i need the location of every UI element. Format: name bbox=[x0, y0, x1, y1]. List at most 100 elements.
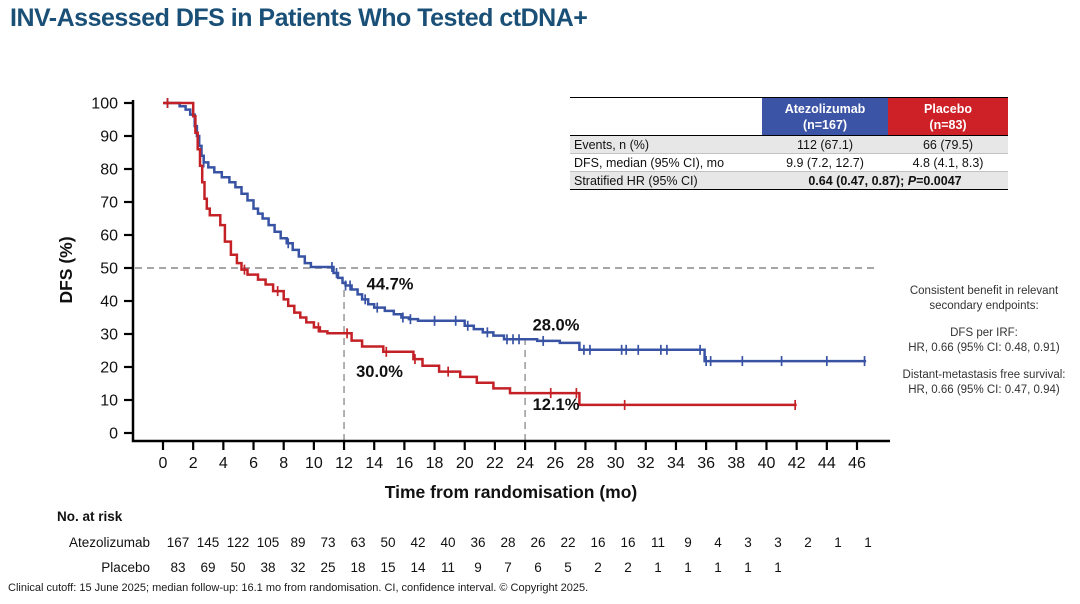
x-tick-label: 20 bbox=[456, 455, 474, 472]
x-tick-label: 0 bbox=[159, 455, 168, 472]
at-risk-value: 40 bbox=[440, 535, 455, 550]
at-risk-value: 38 bbox=[260, 560, 275, 575]
at-risk-value: 11 bbox=[651, 535, 665, 550]
axis-spines bbox=[131, 100, 890, 443]
at-risk-value: 3 bbox=[774, 535, 782, 550]
x-tick-label: 44 bbox=[818, 455, 836, 472]
y-tick-label: 90 bbox=[100, 129, 118, 146]
at-risk-value: 26 bbox=[530, 535, 545, 550]
x-tick-label: 12 bbox=[335, 455, 353, 472]
x-tick-label: 40 bbox=[758, 455, 776, 472]
at-risk-value: 16 bbox=[620, 535, 635, 550]
at-risk-value: 145 bbox=[197, 535, 220, 550]
row-median-label: DFS, median (95% CI), mo bbox=[574, 155, 725, 170]
x-tick-label: 16 bbox=[395, 455, 413, 472]
table-row-median-dfs: DFS, median (95% CI), mo 9.9 (7.2, 12.7)… bbox=[570, 153, 1008, 171]
at-risk-value: 6 bbox=[534, 560, 542, 575]
x-tick-label: 6 bbox=[249, 455, 258, 472]
km-curve-atezolizumab bbox=[163, 101, 867, 363]
summary-table-col-atezolizumab: Atezolizumab (n=167) bbox=[762, 98, 888, 135]
at-risk-value: 63 bbox=[350, 535, 365, 550]
summary-table: Atezolizumab (n=167) Placebo (n=83) Even… bbox=[570, 97, 1008, 190]
y-tick-label: 100 bbox=[91, 96, 118, 113]
at-risk-value: 167 bbox=[167, 535, 190, 550]
side-note-dfs-irf-value: HR, 0.66 (95% CI: 0.48, 0.91) bbox=[908, 341, 1060, 354]
at-risk-value: 1 bbox=[744, 560, 752, 575]
at-risk-value: 7 bbox=[504, 560, 512, 575]
x-axis-title: Time from randomisation (mo) bbox=[385, 482, 637, 502]
side-note-dfs-irf-label: DFS per IRF: bbox=[950, 326, 1018, 339]
at-risk-value: 22 bbox=[560, 535, 575, 550]
y-tick-label: 50 bbox=[100, 261, 118, 278]
summary-table-header: Atezolizumab (n=167) Placebo (n=83) bbox=[570, 98, 1008, 136]
y-tick-label: 10 bbox=[100, 393, 118, 410]
spacer bbox=[888, 356, 1080, 368]
at-risk-value: 122 bbox=[227, 535, 250, 550]
col-atezolizumab-label: Atezolizumab bbox=[784, 102, 866, 116]
at-risk-value: 3 bbox=[744, 535, 752, 550]
at-risk-value: 50 bbox=[230, 560, 245, 575]
x-tick-label: 46 bbox=[848, 455, 866, 472]
at-risk-value: 69 bbox=[200, 560, 215, 575]
x-tick-label: 28 bbox=[577, 455, 595, 472]
at-risk-value: 11 bbox=[441, 560, 455, 575]
km-curve-placebo bbox=[163, 101, 797, 407]
x-tick-label: 30 bbox=[607, 455, 625, 472]
at-risk-value: 18 bbox=[350, 560, 365, 575]
page-title: INV-Assessed DFS in Patients Who Tested … bbox=[10, 4, 588, 32]
at-risk-value: 2 bbox=[594, 560, 602, 575]
row-events-atezolizumab: 112 (67.1) bbox=[796, 137, 854, 152]
at-risk-value: 9 bbox=[474, 560, 482, 575]
footnote: Clinical cutoff: 15 June 2025; median fo… bbox=[8, 582, 589, 594]
table-row-events: Events, n (%) 112 (67.1) 66 (79.5) bbox=[570, 136, 1008, 153]
at-risk-value: 36 bbox=[470, 535, 485, 550]
landmark-label-placebo: 12.1% bbox=[533, 396, 580, 414]
x-tick-label: 18 bbox=[426, 455, 444, 472]
at-risk-value: 83 bbox=[170, 560, 185, 575]
at-risk-value: 14 bbox=[410, 560, 426, 575]
row-median-atezolizumab: 9.9 (7.2, 12.7) bbox=[786, 155, 864, 170]
y-tick-label: 70 bbox=[100, 195, 118, 212]
summary-table-corner bbox=[570, 98, 762, 135]
col-atezolizumab-n: (n=167) bbox=[802, 118, 848, 133]
y-tick-label: 40 bbox=[100, 294, 118, 311]
x-tick-label: 24 bbox=[516, 455, 534, 472]
at-risk-value: 73 bbox=[320, 535, 335, 550]
y-tick-label: 30 bbox=[100, 327, 118, 344]
x-tick-label: 26 bbox=[546, 455, 564, 472]
landmark-label-placebo: 30.0% bbox=[356, 363, 403, 381]
side-note-dmfs-value: HR, 0.66 (95% CI: 0.47, 0.94) bbox=[908, 383, 1060, 396]
at-risk-value: 2 bbox=[624, 560, 632, 575]
x-tick-label: 36 bbox=[697, 455, 715, 472]
row-events-label: Events, n (%) bbox=[574, 137, 650, 152]
hr-p-symbol: P bbox=[907, 173, 917, 188]
row-median-placebo: 4.8 (4.1, 8.3) bbox=[912, 155, 984, 170]
x-tick-label: 10 bbox=[305, 455, 323, 472]
side-note-heading: Consistent benefit in relevant secondary… bbox=[909, 285, 1059, 312]
x-tick-label: 38 bbox=[727, 455, 745, 472]
y-tick-label: 60 bbox=[100, 228, 118, 245]
at-risk-value: 28 bbox=[500, 535, 515, 550]
at-risk-value: 5 bbox=[564, 560, 572, 575]
at-risk-row-label-atezolizumab: Atezolizumab bbox=[69, 535, 150, 550]
row-hr-value: 0.64 (0.47, 0.87); P=0.0047 bbox=[762, 174, 1008, 188]
at-risk-value: 4 bbox=[714, 535, 722, 550]
at-risk-value: 15 bbox=[380, 560, 395, 575]
y-tick-label: 80 bbox=[100, 162, 118, 179]
row-hr-label: Stratified HR (95% CI) bbox=[574, 173, 698, 188]
x-tick-label: 8 bbox=[279, 455, 288, 472]
at-risk-value: 1 bbox=[864, 535, 872, 550]
side-note-dmfs-label: Distant-metastasis free survival: bbox=[902, 368, 1066, 381]
x-tick-label: 14 bbox=[365, 455, 383, 472]
at-risk-value: 1 bbox=[684, 560, 692, 575]
at-risk-value: 1 bbox=[774, 560, 782, 575]
hr-estimate: 0.64 (0.47, 0.87); bbox=[808, 173, 908, 188]
col-placebo-n: (n=83) bbox=[929, 118, 967, 133]
x-tick-label: 4 bbox=[219, 455, 228, 472]
at-risk-value: 89 bbox=[290, 535, 305, 550]
landmark-label-atezolizumab: 28.0% bbox=[533, 317, 580, 335]
at-risk-value: 1 bbox=[834, 535, 842, 550]
landmark-label-atezolizumab: 44.7% bbox=[367, 275, 414, 293]
x-tick-label: 2 bbox=[189, 455, 198, 472]
